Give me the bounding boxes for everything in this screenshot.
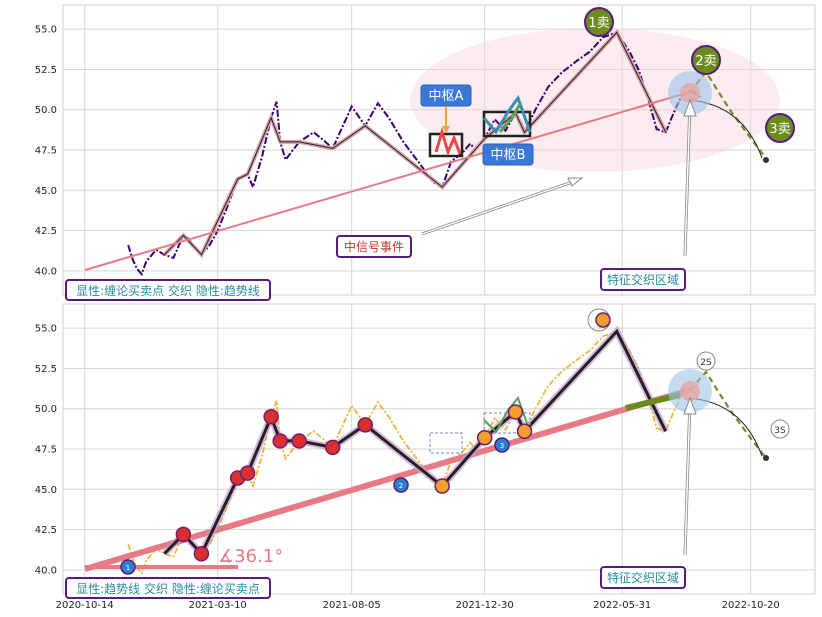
- bottom-bi-strokes: [161, 325, 669, 560]
- top-bi-strokes: [162, 28, 668, 259]
- bottom-legend-box: 显性:趋势线 交织 隐性:缠论买卖点: [65, 577, 271, 599]
- bottom-feature-text: 特征交织区域: [607, 570, 679, 585]
- x-tick-label: 2022-05-31: [593, 600, 651, 611]
- y-tick-label-bot: 47.5: [35, 445, 57, 456]
- bs-point-marker: [239, 465, 256, 481]
- angle-label: ∡36.1°: [218, 546, 283, 567]
- top-legend-text: 显性:缠论买卖点 交织 隐性:趋势线: [76, 283, 260, 298]
- mid-signal-arrowhead: [567, 177, 584, 187]
- sell-1s-marker: [595, 312, 611, 328]
- bs-point-marker: [193, 545, 210, 562]
- bottom-feature-arrow-inner: [684, 399, 691, 556]
- sell-2s-marker: 2S: [696, 351, 716, 371]
- center-b-wave-2: [498, 103, 522, 133]
- bs-point-marker: [175, 526, 192, 543]
- bottom-feature-arrowhead: [683, 396, 697, 415]
- bi-stroke-thin-bottom: [163, 328, 668, 557]
- center-a-label: 中枢A: [420, 84, 472, 107]
- mid-signal-text: 中信号事件: [344, 239, 404, 254]
- bottom-center-box-a: [429, 432, 463, 454]
- bs-point-marker: [507, 404, 524, 420]
- center-box-a: [428, 132, 464, 158]
- y-tick-label-top: 50.0: [35, 105, 57, 116]
- x-tick-label: 2021-08-05: [323, 600, 381, 611]
- bottom-legend-text: 显性:趋势线 交织 隐性:缠论买卖点: [76, 581, 260, 596]
- bs-point-marker: [516, 423, 533, 440]
- bottom-forecast-line: [689, 370, 767, 459]
- y-tick-label-bot: 42.5: [35, 525, 57, 536]
- top-trendline: [84, 91, 691, 271]
- y-tick-label-top: 40.0: [35, 266, 57, 277]
- sell-3s-marker: 3S: [770, 419, 790, 439]
- center-b-wave: [482, 94, 532, 135]
- sell-2-marker: 2卖: [691, 45, 721, 75]
- mid-signal-arrow-inner: [421, 179, 579, 235]
- bs-point-marker: [272, 433, 288, 449]
- top-feature-arrowhead: [683, 98, 697, 117]
- center-b-label: 中枢B: [482, 143, 534, 166]
- buy-3-text: 3: [500, 442, 504, 450]
- bi-stroke-thin-top: [164, 31, 667, 256]
- buy-2-marker: 2: [393, 477, 409, 493]
- y-tick-label-top: 55.0: [35, 25, 57, 36]
- bottom-panel-layer: ∡36.1° 特征交织区域 2S 3S 1: [65, 308, 790, 599]
- y-tick-label-top: 47.5: [35, 146, 57, 157]
- bs-point-marker: [263, 409, 279, 425]
- buy-1-marker: 1: [120, 559, 136, 575]
- x-tick-label: 2021-03-10: [189, 600, 247, 611]
- center-a-wave: [434, 126, 462, 157]
- y-tick-label-top: 42.5: [35, 226, 57, 237]
- sell-2s-text: 2S: [700, 358, 712, 368]
- sell-3-marker: 3卖: [765, 113, 795, 143]
- sell-3s-text: 3S: [774, 426, 786, 436]
- y-tick-label-bot: 40.0: [35, 565, 57, 576]
- bs-point-marker: [357, 417, 373, 433]
- y-tick-label-bot: 52.5: [35, 364, 57, 375]
- top-forecast-end: [763, 157, 769, 163]
- sell-2-text: 2卖: [695, 54, 716, 69]
- x-tick-label: 2020-10-14: [56, 600, 114, 611]
- bs-point-marker: [476, 429, 493, 446]
- top-feature-text: 特征交织区域: [607, 272, 679, 287]
- buy-3-marker: 3: [494, 437, 510, 453]
- mid-signal-label: 中信号事件: [336, 235, 412, 258]
- center-a-arrowhead: [442, 126, 450, 133]
- sell-1-text: 1卖: [588, 16, 609, 31]
- x-tick-label: 2022-10-20: [722, 600, 780, 611]
- top-legend-box: 显性:缠论买卖点 交织 隐性:趋势线: [65, 279, 271, 301]
- top-feature-label: 特征交织区域: [600, 268, 686, 291]
- y-tick-label-bot: 55.0: [35, 324, 57, 335]
- top-glow-inner: [680, 83, 700, 103]
- bottom-forecast-end: [763, 455, 769, 461]
- buy-2-text: 2: [399, 482, 403, 490]
- bottom-bs-markers: [175, 312, 611, 562]
- top-panel-layer: 中枢A 中枢B 中信号事件 特征交织区域 1卖: [65, 7, 795, 301]
- bs-point-marker: [324, 439, 341, 456]
- bottom-feature-label: 特征交织区域: [600, 566, 686, 589]
- sell-1-marker: 1卖: [584, 7, 614, 37]
- y-tick-label-top: 52.5: [35, 65, 57, 76]
- center-a-text: 中枢A: [429, 89, 464, 104]
- y-tick-label-bot: 45.0: [35, 485, 57, 496]
- center-b-text: 中枢B: [491, 148, 526, 163]
- tick-labels: 40.0 42.5 45.0 47.5 50.0 52.5 55.0 40.0 42.5 45.0…: [35, 25, 780, 611]
- sell-3-text: 3卖: [769, 122, 790, 137]
- bottom-glow-inner: [680, 381, 700, 401]
- x-tick-label: 2021-12-30: [456, 600, 514, 611]
- y-tick-label-bot: 50.0: [35, 404, 57, 415]
- top-feature-arrow-inner: [684, 101, 691, 257]
- buy-1-text: 1: [126, 564, 130, 572]
- bs-point-marker: [434, 478, 450, 494]
- y-tick-label-top: 45.0: [35, 186, 57, 197]
- bs-point-marker: [291, 433, 307, 449]
